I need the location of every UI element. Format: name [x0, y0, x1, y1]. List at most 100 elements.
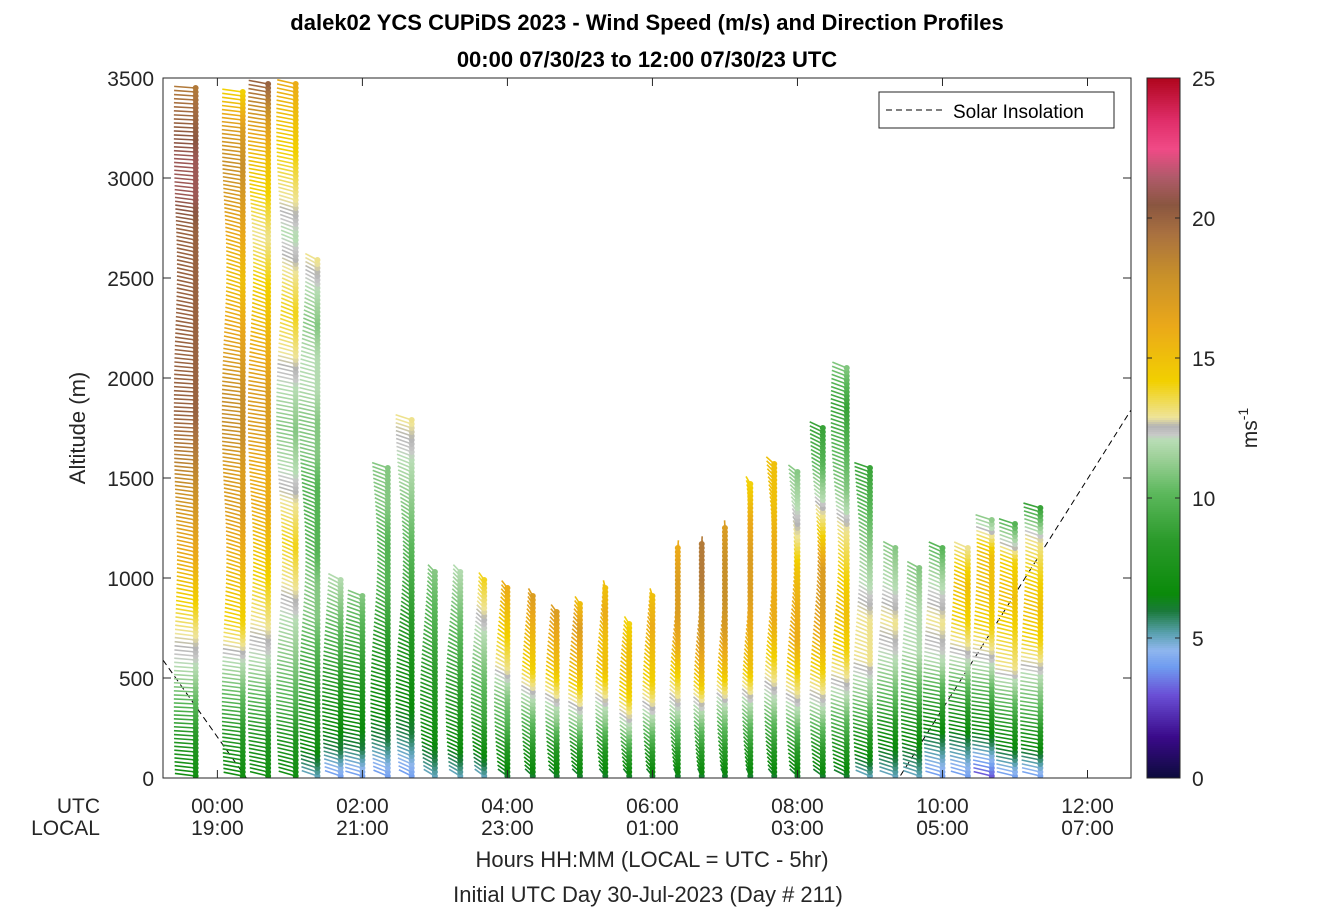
wind-barb: [174, 200, 196, 205]
wind-barb: [277, 170, 296, 177]
wind-barb: [343, 731, 363, 737]
wind-barb: [276, 403, 296, 409]
wind-barb: [176, 263, 196, 269]
wind-barb: [277, 470, 296, 477]
wind-point: [384, 465, 391, 471]
wind-barb: [173, 134, 196, 137]
wind-barb: [276, 371, 296, 377]
wind-barb: [322, 726, 341, 733]
wind-barb: [224, 218, 243, 225]
wind-barb: [174, 661, 196, 665]
wind-barb: [223, 203, 243, 209]
wind-barb: [174, 653, 196, 657]
wind-barb: [174, 480, 196, 485]
wind-barb: [344, 650, 363, 657]
wind-barb: [221, 96, 243, 101]
wind-barb: [173, 105, 196, 109]
wind-barb: [343, 746, 363, 753]
wind-barb: [248, 91, 269, 97]
wind-point: [721, 525, 728, 531]
wind-barb: [224, 602, 243, 609]
wind-barb: [175, 315, 196, 321]
wind-barb: [248, 163, 269, 169]
wind-barb: [249, 471, 269, 477]
wind-barb: [175, 219, 196, 225]
wind-barb: [173, 414, 196, 417]
wind-barb: [247, 696, 269, 701]
wind-barb: [173, 138, 196, 141]
wind-barb: [174, 645, 196, 649]
wind-barb: [343, 727, 363, 733]
wind-barb: [248, 359, 269, 365]
wind-barb: [174, 173, 196, 177]
wind-barb: [248, 443, 269, 449]
wind-barb: [342, 719, 363, 725]
wind-barb: [322, 718, 341, 725]
wind-profile: [247, 79, 272, 778]
wind-barb: [248, 451, 269, 457]
wind-barb: [175, 603, 196, 609]
wind-barb: [343, 679, 363, 685]
wind-barb: [248, 731, 269, 737]
wind-barb: [277, 354, 296, 361]
wind-barb: [176, 579, 196, 585]
wind-barb: [276, 127, 296, 133]
wind-barb: [221, 112, 243, 117]
wind-barb: [173, 677, 196, 681]
wind-barb: [276, 671, 296, 677]
wind-barb: [249, 190, 269, 197]
wind-barb: [277, 746, 296, 753]
wind-barb: [173, 441, 196, 445]
wind-barb: [342, 707, 363, 713]
wind-point: [892, 545, 899, 551]
wind-barb: [248, 367, 269, 373]
wind-barb: [248, 739, 269, 745]
wind-profile: [445, 564, 464, 778]
wind-barb: [175, 208, 196, 213]
wind-barb: [176, 303, 196, 309]
wind-barb: [176, 523, 196, 529]
wind-barb: [298, 419, 318, 425]
wind-barb: [247, 712, 269, 717]
wind-barb: [174, 469, 196, 473]
wind-barb: [176, 235, 196, 241]
wind-barb: [247, 108, 269, 113]
wind-barb: [176, 243, 196, 249]
wind-barb: [249, 630, 269, 637]
wind-barb: [248, 83, 269, 89]
wind-point: [504, 585, 511, 591]
wind-barb: [247, 112, 269, 117]
wind-barb: [173, 101, 196, 105]
wind-barb: [343, 671, 363, 677]
wind-barb: [222, 672, 243, 677]
wind-barb: [250, 486, 269, 493]
wind-barb: [247, 412, 269, 417]
wind-barb: [222, 152, 243, 157]
wind-barb: [277, 743, 296, 749]
wind-barb: [276, 703, 296, 709]
wind-barb: [175, 511, 196, 517]
wind-barb: [276, 707, 296, 713]
wind-barb: [248, 659, 269, 665]
wind-point: [239, 89, 246, 95]
wind-barb: [222, 755, 243, 761]
wind-barb: [174, 165, 196, 169]
wind-barb: [174, 188, 196, 193]
wind-barb: [221, 148, 243, 153]
wind-barb: [344, 758, 363, 765]
wind-barb: [342, 683, 363, 689]
wind-barb: [249, 467, 269, 473]
wind-barb: [298, 407, 318, 413]
wind-barb: [173, 126, 196, 129]
wind-barb: [249, 194, 269, 201]
wind-barb: [176, 279, 196, 285]
wind-barb: [221, 404, 243, 409]
wind-barb: [276, 103, 296, 109]
wind-point: [602, 585, 609, 591]
wind-barb: [299, 674, 318, 681]
wind-barb: [249, 351, 269, 357]
wind-barb: [176, 247, 196, 253]
wind-barb: [277, 646, 296, 653]
wind-barb: [277, 182, 296, 189]
wind-barb: [222, 748, 243, 753]
